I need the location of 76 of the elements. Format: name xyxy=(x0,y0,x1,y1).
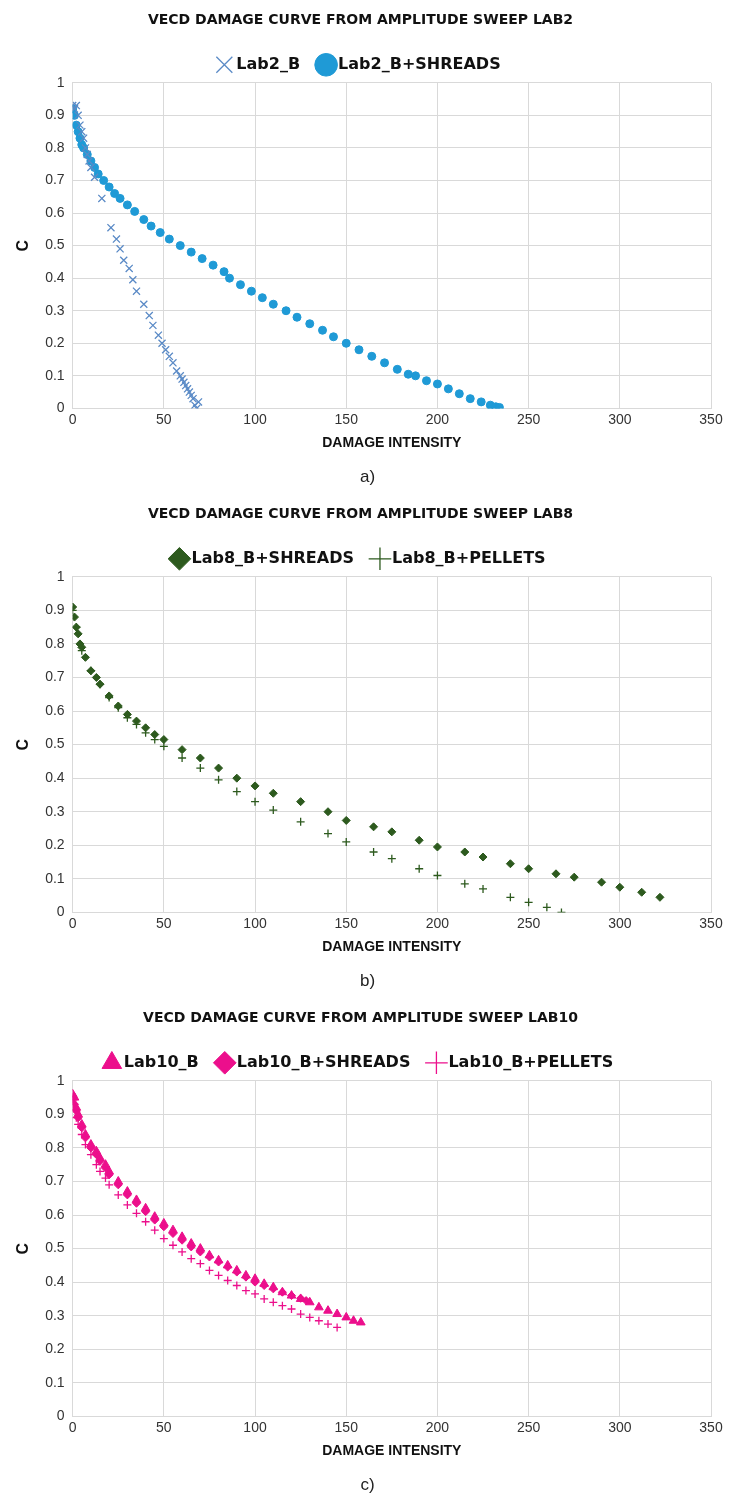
legend-label: Lab10_B xyxy=(123,1051,199,1071)
x-tick-label: 0 xyxy=(68,410,77,427)
y-tick-label: 1 xyxy=(56,1071,65,1088)
text: a) xyxy=(358,466,377,488)
x-tick-label: 250 xyxy=(516,914,541,931)
y-tick-label: 0.6 xyxy=(45,1205,65,1222)
y-axis-title: C xyxy=(14,738,32,751)
y-tick-label: 0.4 xyxy=(45,269,65,286)
legend-label: Lab10_B+PELLETS xyxy=(448,1051,614,1071)
x-tick-label: 150 xyxy=(334,914,359,931)
y-tick-label: 1 xyxy=(56,73,65,90)
y-tick-label: 0.4 xyxy=(45,769,65,786)
x-tick-label: 300 xyxy=(608,1418,632,1435)
text: c) xyxy=(359,1474,376,1496)
x-tick-label: 350 xyxy=(699,1418,723,1435)
x-tick-label: 250 xyxy=(516,410,541,427)
chart-title: VECD DAMAGE CURVE FROM AMPLITUDE SWEEP LAB8 xyxy=(147,505,574,522)
legend-label: Lab2_B+SHREADS xyxy=(338,53,501,73)
x-tick-label: 300 xyxy=(608,914,632,931)
y-tick-label: 0.3 xyxy=(45,802,65,819)
y-tick-label: 0.1 xyxy=(45,1373,65,1390)
y-tick-label: 0.9 xyxy=(45,1105,65,1122)
x-axis-title: DAMAGE INTENSITY xyxy=(322,434,463,451)
x-tick-label: 100 xyxy=(243,410,267,427)
y-tick-label: 0.6 xyxy=(45,701,65,718)
x-tick-label: 100 xyxy=(243,1418,267,1435)
y-tick-label: 0.2 xyxy=(45,334,65,351)
y-tick-label: 0.5 xyxy=(45,735,65,752)
x-tick-label: 150 xyxy=(334,1418,359,1435)
x-tick-label: 200 xyxy=(425,410,450,427)
y-tick-label: 0 xyxy=(56,903,65,920)
chart-title: VECD DAMAGE CURVE FROM AMPLITUDE SWEEP LAB2 xyxy=(147,11,574,28)
y-tick-label: 1 xyxy=(56,567,65,584)
y-tick-label: 0.3 xyxy=(45,1306,65,1323)
x-tick-label: 0 xyxy=(68,914,77,931)
y-tick-label: 0 xyxy=(56,399,65,416)
x-tick-label: 250 xyxy=(516,1418,541,1435)
x-axis-title: DAMAGE INTENSITY xyxy=(322,1442,463,1459)
y-tick-label: 0.2 xyxy=(45,836,65,853)
y-tick-label: 0.8 xyxy=(45,634,65,651)
text: b) xyxy=(358,970,377,992)
y-tick-label: 0.8 xyxy=(45,138,65,155)
y-tick-label: 0.7 xyxy=(45,1172,65,1189)
y-tick-label: 0.4 xyxy=(45,1273,65,1290)
y-tick-label: 0.7 xyxy=(45,668,65,685)
x-axis-title: DAMAGE INTENSITY xyxy=(322,938,463,955)
legend-label: Lab10_B+SHREADS xyxy=(236,1051,411,1071)
y-tick-label: 0.5 xyxy=(45,1239,65,1256)
y-tick-label: 0.5 xyxy=(45,236,65,253)
x-tick-label: 350 xyxy=(699,410,723,427)
y-tick-label: 0.7 xyxy=(45,171,65,188)
x-tick-label: 100 xyxy=(243,914,267,931)
x-tick-label: 200 xyxy=(425,914,450,931)
y-tick-label: 0.3 xyxy=(45,301,65,318)
legend-label: Lab8_B+PELLETS xyxy=(391,547,546,567)
y-axis-title: C xyxy=(14,1242,32,1255)
x-tick-label: 0 xyxy=(68,1418,77,1435)
x-tick-label: 350 xyxy=(699,914,723,931)
y-tick-label: 0.2 xyxy=(45,1340,65,1357)
legend-label: Lab2_B xyxy=(236,53,301,73)
x-tick-label: 200 xyxy=(425,1418,450,1435)
x-tick-label: 300 xyxy=(608,410,632,427)
y-tick-label: 0.1 xyxy=(45,869,65,886)
y-axis-title: C xyxy=(14,239,32,252)
x-tick-label: 50 xyxy=(156,914,172,931)
y-tick-label: 0 xyxy=(56,1407,65,1424)
y-tick-label: 0.9 xyxy=(45,106,65,123)
y-tick-label: 0.6 xyxy=(45,203,65,220)
x-tick-label: 50 xyxy=(156,410,172,427)
chart-title: VECD DAMAGE CURVE FROM AMPLITUDE SWEEP LAB10 xyxy=(143,1009,579,1026)
x-tick-label: 150 xyxy=(334,410,359,427)
y-tick-label: 0.9 xyxy=(45,601,65,618)
x-tick-label: 50 xyxy=(156,1418,172,1435)
y-tick-label: 0.8 xyxy=(45,1138,65,1155)
y-tick-label: 0.1 xyxy=(45,366,65,383)
legend-label: Lab8_B+SHREADS xyxy=(191,547,354,567)
